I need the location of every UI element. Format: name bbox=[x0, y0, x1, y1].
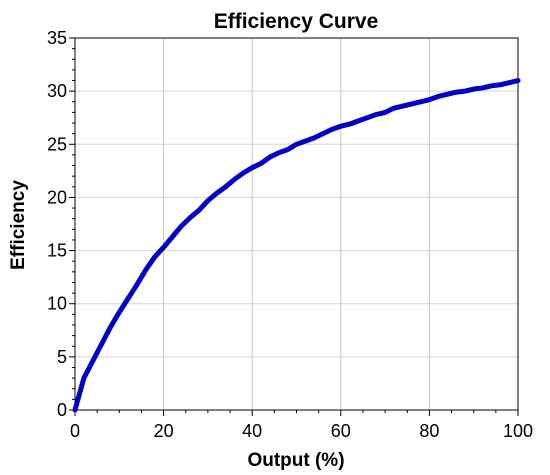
y-tick-label: 35 bbox=[47, 28, 67, 48]
x-tick-label: 80 bbox=[419, 421, 439, 441]
y-tick-label: 25 bbox=[47, 134, 67, 154]
y-tick-label: 5 bbox=[57, 347, 67, 367]
y-tick-label: 30 bbox=[47, 81, 67, 101]
x-tick-label: 20 bbox=[154, 421, 174, 441]
series-layer bbox=[72, 78, 521, 413]
plot-frame bbox=[74, 37, 519, 411]
chart-title: Efficiency Curve bbox=[214, 10, 379, 33]
y-axis-tick-labels: 0 5 10 15 20 25 30 35 bbox=[47, 28, 67, 420]
y-tick-label: 20 bbox=[47, 187, 67, 207]
x-axis-label: Output (%) bbox=[247, 450, 344, 471]
x-tick-label: 60 bbox=[331, 421, 351, 441]
x-tick-label: 0 bbox=[70, 421, 80, 441]
y-tick-label: 15 bbox=[47, 241, 67, 261]
x-tick-label: 40 bbox=[242, 421, 262, 441]
y-axis-label: Efficiency bbox=[8, 180, 29, 270]
y-tick-label: 10 bbox=[47, 294, 67, 314]
y-tick-label: 0 bbox=[57, 400, 67, 420]
x-axis-tick-labels: 0 20 40 60 80 100 bbox=[70, 421, 533, 441]
efficiency-series-line bbox=[72, 78, 521, 413]
x-tick-label: 100 bbox=[503, 421, 533, 441]
